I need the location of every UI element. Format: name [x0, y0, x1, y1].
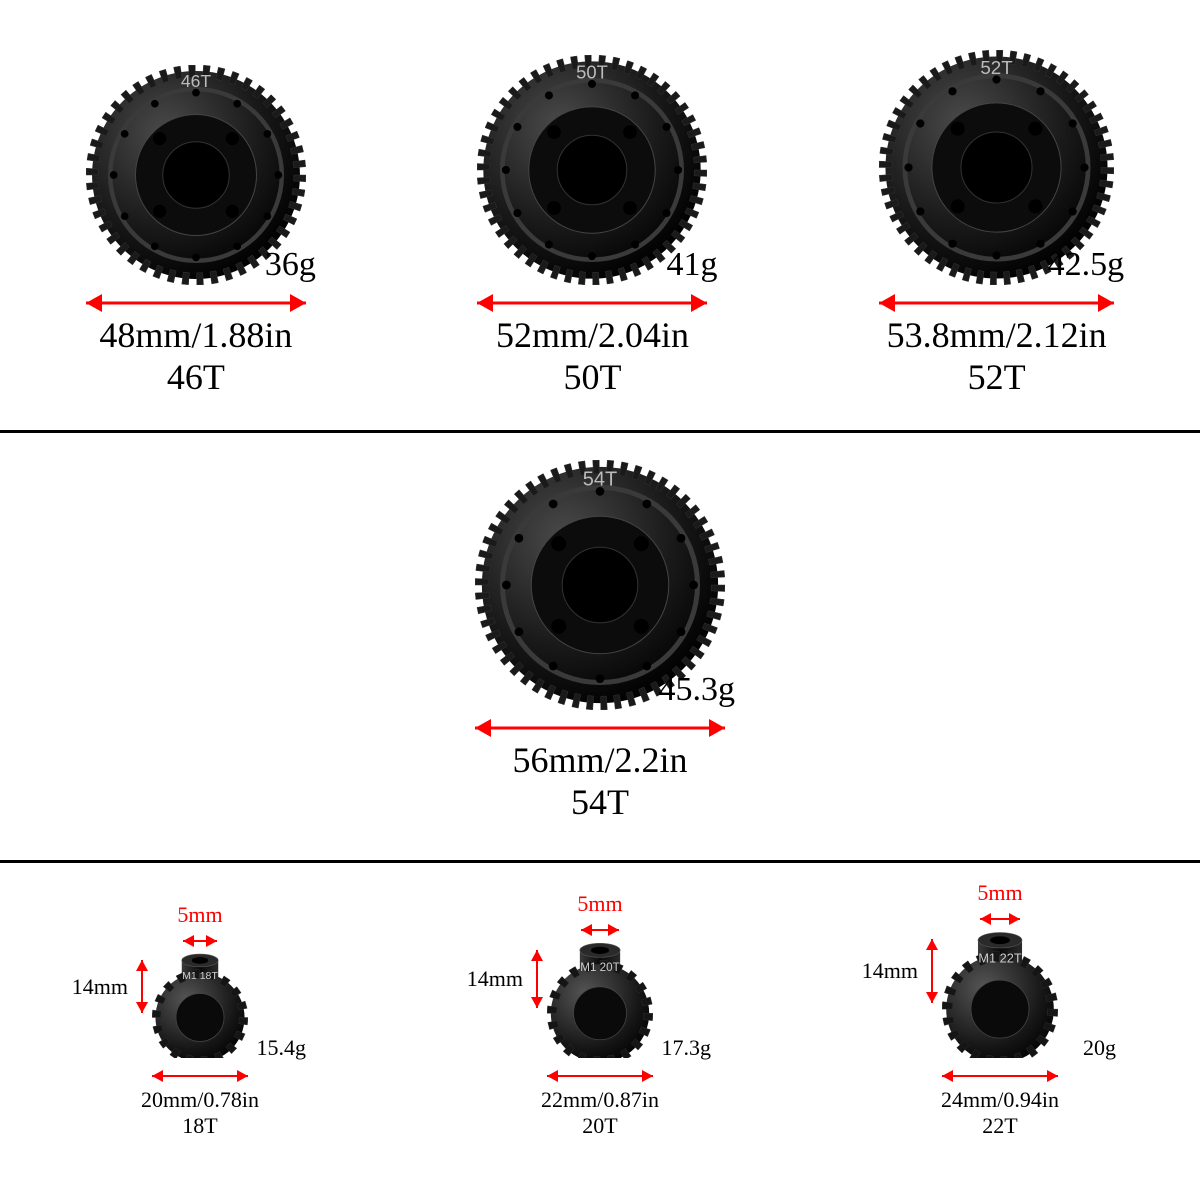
tooth-count-label: 52T [968, 356, 1026, 398]
bore-dimension-arrow [581, 919, 618, 941]
bore-label: 5mm [177, 902, 222, 928]
gear-spec-infographic: 46T 36g48mm/1.88in46T 50T 41g52mm/2.04in… [0, 0, 1200, 1200]
dimension-text: 48mm/1.88in [99, 314, 292, 356]
weight-label: 17.3g [662, 1035, 712, 1061]
spur-gear-46T: 46T 36g48mm/1.88in46T [6, 65, 386, 398]
width-dimension-arrow [86, 292, 306, 314]
spur-gear-row-2: 54T 45.3g56mm/2.2in54T [0, 460, 1200, 823]
dimension-text: 22mm/0.87in [541, 1087, 659, 1113]
weight-label: 36g [265, 246, 316, 284]
svg-text:52T: 52T [980, 57, 1013, 78]
weight-label: 42.5g [1048, 246, 1125, 284]
gear-icon: 54T 45.3g [475, 460, 725, 715]
dimension-text: 24mm/0.94in [941, 1087, 1059, 1113]
svg-text:54T: 54T [583, 469, 617, 491]
gear-icon: 46T 36g [86, 65, 306, 290]
tooth-count-label: 54T [571, 781, 629, 823]
width-dimension-arrow [475, 717, 725, 739]
width-dimension-arrow [547, 1065, 653, 1087]
height-dimension-arrow: 14mm [527, 950, 547, 1008]
width-dimension-arrow [942, 1065, 1058, 1087]
pinion-icon: M1 22T 20g [942, 930, 1058, 1063]
weight-label: 45.3g [659, 671, 736, 709]
spur-gear-54T: 54T 45.3g56mm/2.2in54T [395, 460, 805, 823]
weight-label: 20g [1083, 1035, 1116, 1061]
bore-label: 5mm [577, 891, 622, 917]
weight-label: 41g [666, 246, 717, 284]
width-dimension-arrow [152, 1065, 248, 1087]
svg-text:M1 20T: M1 20T [580, 961, 619, 974]
tooth-count-label: 20T [582, 1113, 617, 1139]
divider-2 [0, 860, 1200, 863]
tooth-count-label: 18T [182, 1113, 217, 1139]
bore-dimension-arrow [183, 930, 217, 952]
tooth-count-label: 22T [982, 1113, 1017, 1139]
pinion-gear-row: 5mm 14mm M1 18T 15.4g 20mm/0.78in18T 5mm 14m… [0, 880, 1200, 1139]
height-label: 14mm [467, 966, 523, 992]
spur-gear-row-1: 46T 36g48mm/1.88in46T 50T 41g52mm/2.04in… [0, 50, 1200, 398]
svg-text:M1 18T: M1 18T [182, 970, 218, 982]
pinion-gear-18T: 5mm 14mm M1 18T 15.4g 20mm/0.78in18T [10, 902, 390, 1139]
pinion-gear-20T: 5mm14mm M1 20T 17.3g22mm/0.87in20T [410, 891, 790, 1139]
width-dimension-arrow [477, 292, 707, 314]
height-label: 14mm [72, 974, 128, 1000]
dimension-text: 53.8mm/2.12in [887, 314, 1107, 356]
pinion-icon: M1 18T 15.4g [152, 952, 248, 1063]
dimension-text: 56mm/2.2in [512, 739, 687, 781]
dimension-text: 20mm/0.78in [141, 1087, 259, 1113]
tooth-count-label: 50T [563, 356, 621, 398]
pinion-icon: M1 20T 17.3g [547, 941, 653, 1063]
dimension-text: 52mm/2.04in [496, 314, 689, 356]
gear-icon: 52T 42.5g [879, 50, 1114, 290]
bore-dimension-arrow [980, 908, 1021, 930]
spur-gear-52T: 52T 42.5g53.8mm/2.12in52T [799, 50, 1194, 398]
tooth-count-label: 46T [167, 356, 225, 398]
gear-icon: 50T 41g [477, 55, 707, 290]
weight-label: 15.4g [257, 1035, 307, 1061]
bore-label: 5mm [977, 880, 1022, 906]
svg-text:46T: 46T [181, 71, 212, 91]
divider-1 [0, 430, 1200, 433]
height-label: 14mm [862, 958, 918, 984]
pinion-gear-22T: 5mm 14mm M1 22T 20g 24mm/0.94in22T [810, 880, 1190, 1139]
svg-text:50T: 50T [577, 61, 609, 82]
svg-text:M1 22T: M1 22T [978, 951, 1021, 966]
height-dimension-arrow: 14mm [922, 939, 942, 1003]
spur-gear-50T: 50T 41g52mm/2.04in50T [397, 55, 787, 398]
height-dimension-arrow: 14mm [132, 960, 152, 1013]
width-dimension-arrow [879, 292, 1114, 314]
